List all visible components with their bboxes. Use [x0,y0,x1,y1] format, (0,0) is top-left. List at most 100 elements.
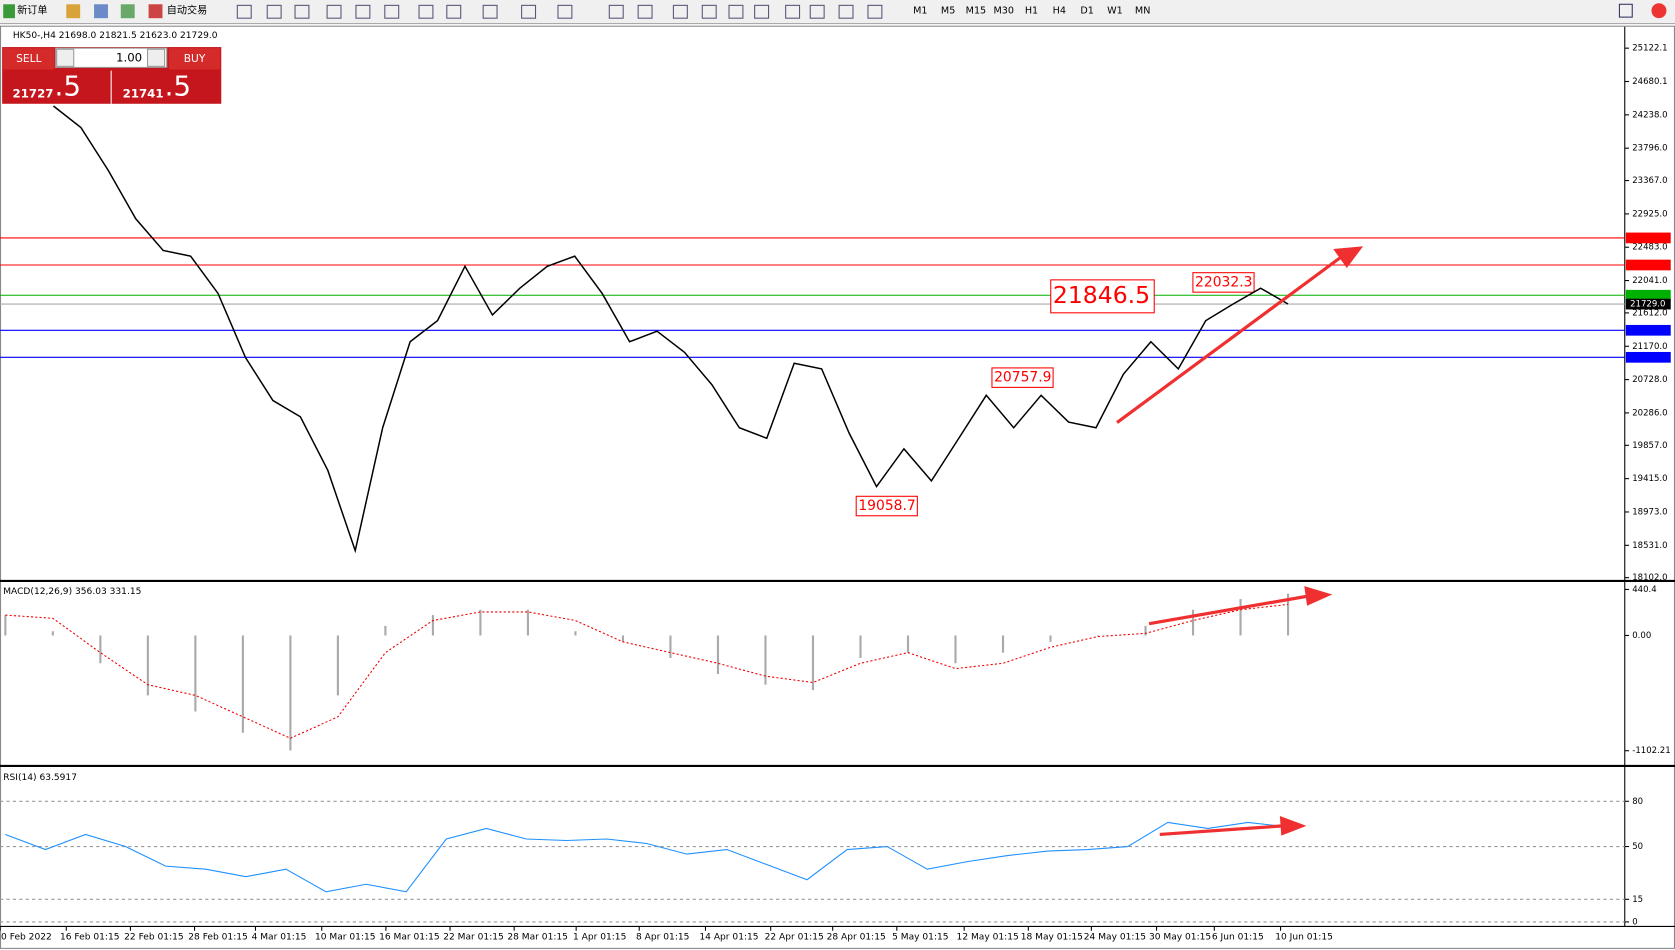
macd-bar [526,609,529,636]
y-tick-label: 440.4 [1632,585,1656,595]
tool-button[interactable] [482,4,498,19]
y-tick-label: 23796.0 [1632,144,1667,154]
auto-trading-icon[interactable] [148,4,163,19]
tool-button[interactable] [384,4,400,19]
timeframe-button[interactable]: M15 [966,6,987,17]
date-label: 6 Jun 01:15 [1212,933,1264,943]
macd-bar [954,635,957,664]
macd-bar [1001,635,1005,653]
macd-bar [51,631,54,636]
macd-bar [1239,599,1242,636]
timeframe-button[interactable]: M5 [941,6,955,17]
lot-size[interactable]: 1.00 [116,50,142,64]
price-label: 21729.0 [1630,300,1665,310]
y-tick-label: 24680.1 [1632,77,1667,87]
new-order-icon[interactable] [3,4,15,19]
macd-signal [5,603,1289,739]
tool-button[interactable] [838,4,854,19]
macd-bar [669,635,672,658]
annotation: 21846.5 [1053,281,1150,309]
bid-fraction: .5 [55,70,82,103]
new-order-button[interactable]: 新订单 [17,4,47,17]
annotation-box [991,367,1054,388]
macd-bar [336,635,339,696]
price-line [52,105,1289,554]
date-label: 10 Feb 2022 [0,933,52,943]
search-button[interactable] [1618,3,1633,18]
timeframe-button[interactable]: D1 [1080,6,1094,17]
timeframes: M1 M5 M15 M30 H1 H4 D1 W1 MN [913,6,1150,17]
sell-label[interactable]: SELL [16,52,41,65]
price-label-bg [1625,259,1671,271]
timeframe-button[interactable]: H1 [1025,6,1038,17]
chart-header: HK50-,H4 21698.0 21821.5 21623.0 21729.0 [13,31,218,41]
y-tick-label: 21170.0 [1632,342,1667,352]
toolbar-icon[interactable] [66,4,81,19]
tool-button[interactable] [637,4,653,19]
tool-button[interactable] [446,4,462,19]
tool-button[interactable] [355,4,371,19]
y-tick-label: 24238.0 [1632,110,1667,120]
timeframe-button[interactable]: W1 [1107,6,1123,17]
chart-frame [0,25,1675,949]
panel-label: MACD(12,26,9) 356.03 331.15 [3,587,141,597]
tool-button[interactable] [326,4,342,19]
tool-button[interactable] [418,4,434,19]
date-label: 16 Feb 01:15 [60,933,120,943]
tool-button[interactable] [785,4,801,19]
macd-bar [1049,635,1052,642]
y-tick-label: 22041.0 [1632,276,1667,286]
panel-label: RSI(14) 63.5917 [3,773,77,783]
macd-bar [99,635,102,664]
date-label: 28 Feb 01:15 [188,933,248,943]
date-label: 24 May 01:15 [1084,933,1146,943]
y-tick-label: 19857.0 [1632,441,1667,451]
tool-button[interactable] [557,4,573,19]
toolbar-icon[interactable] [120,4,135,19]
bid-price: 21727 [13,87,54,101]
macd-bar [716,635,720,674]
tool-button[interactable] [266,4,282,19]
y-tick-label: 18973.0 [1632,507,1667,517]
timeframe-button[interactable]: M30 [993,6,1014,17]
notification-badge[interactable] [1651,3,1667,19]
tool-button[interactable] [236,4,252,19]
y-tick-label: 22483.0 [1632,243,1667,253]
rsi-panel: 80 50 15 0 RSI(14) 63.5917 [0,773,1643,927]
buy-button[interactable] [168,48,221,70]
tool-button[interactable] [867,4,883,19]
y-tick-label: 80 [1632,797,1643,807]
price-label-bg [1625,351,1671,363]
tool-button[interactable] [294,4,310,19]
price-label-bg [1625,232,1671,244]
timeframe-button[interactable]: MN [1135,6,1150,17]
macd-bar [1286,593,1290,636]
auto-trading-button[interactable]: 自动交易 [167,4,208,17]
macd-bar [764,635,767,685]
annotation: 22032.3 [1195,274,1252,290]
date-label: 18 May 01:15 [1021,933,1083,943]
tool-button[interactable] [672,4,688,19]
tool-button[interactable] [809,4,825,19]
y-tick-label: 23367.0 [1632,176,1667,186]
y-tick-label: 22925.0 [1632,209,1667,219]
timeframe-button[interactable]: M1 [913,6,927,17]
price-label-bg [1625,289,1671,301]
tool-button[interactable] [728,4,744,19]
macd-panel: 440.4 0.00 -1102.21 MACD(12,26,9) 356.03 33… [3,585,1670,756]
tool-button[interactable] [701,4,717,19]
tool-button[interactable] [521,4,537,19]
timeframe-button[interactable]: H4 [1053,6,1066,17]
macd-bar [146,635,149,696]
macd-bar [1144,625,1147,636]
sell-button[interactable] [3,48,55,70]
toolbar-tools [236,4,883,19]
macd-bar [241,635,244,733]
date-label: 8 Apr 01:15 [636,933,689,943]
toolbar-icon[interactable] [94,4,108,19]
price-label-bg [1625,298,1671,310]
tool-button[interactable] [754,4,770,19]
tool-button[interactable] [608,4,624,19]
buy-label[interactable]: BUY [184,52,206,65]
